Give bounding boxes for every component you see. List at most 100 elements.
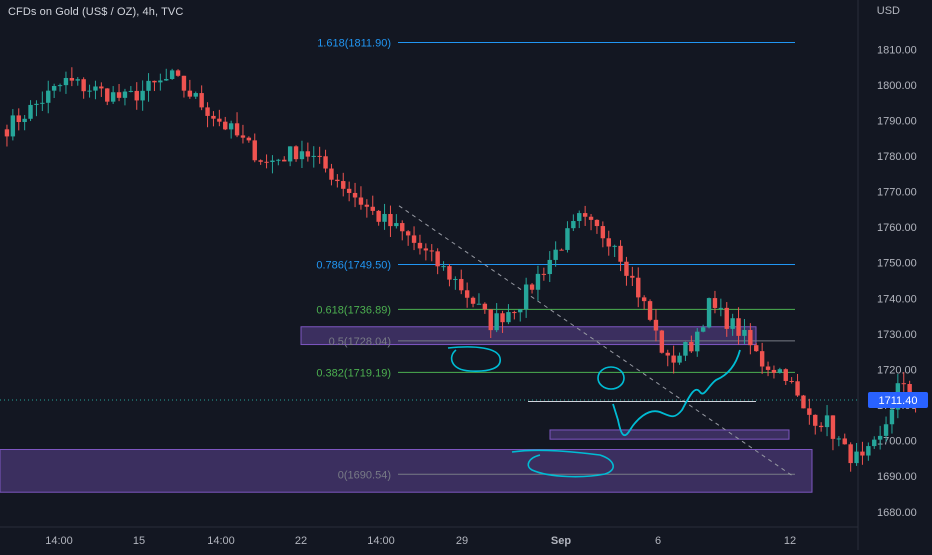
candle-up — [158, 80, 163, 83]
candle-down — [335, 179, 340, 182]
candle-up — [46, 90, 51, 103]
candle-up — [51, 85, 57, 91]
x-tick-label: 15 — [133, 535, 145, 547]
candle-down — [594, 219, 600, 227]
fib-label: 0.618(1736.89) — [316, 304, 391, 316]
candle-down — [907, 384, 912, 397]
candle-down — [636, 277, 641, 298]
candle-down — [860, 451, 865, 456]
candle-up — [547, 259, 552, 275]
candle-down — [352, 192, 358, 198]
candle-down — [4, 129, 10, 137]
candle-down — [712, 298, 718, 308]
candle-down — [199, 93, 204, 108]
y-tick-label: 1720.00 — [877, 364, 917, 376]
candle-down — [175, 70, 181, 76]
candle-down — [671, 355, 676, 363]
x-tick-label: Sep — [551, 535, 571, 547]
candle-down — [376, 210, 381, 222]
x-tick-label: 12 — [784, 535, 796, 547]
candle-down — [482, 303, 488, 310]
candle-down — [282, 159, 287, 162]
fib-label: 1.618(1811.90) — [317, 37, 391, 49]
currency-label: USD — [876, 5, 900, 17]
circle-annotation — [597, 366, 625, 390]
candle-up — [146, 80, 151, 91]
candle-down — [600, 226, 606, 239]
y-tick-label: 1790.00 — [877, 115, 917, 127]
y-tick-label: 1810.00 — [877, 44, 917, 56]
candle-down — [818, 425, 824, 428]
candle-down — [264, 161, 269, 163]
candle-up — [110, 92, 116, 102]
candle-up — [535, 273, 541, 290]
candle-down — [246, 137, 252, 141]
candle-down — [323, 156, 328, 169]
candle-up — [75, 79, 80, 81]
candle-down — [724, 307, 729, 329]
candle-up — [311, 155, 316, 157]
candle-down — [435, 251, 440, 267]
candle-down — [624, 261, 629, 276]
y-tick-label: 1700.00 — [877, 436, 917, 448]
candle-up — [877, 435, 883, 440]
candle-down — [647, 301, 653, 320]
candle-down — [665, 352, 670, 356]
candle-up — [476, 303, 482, 305]
candle-down — [152, 80, 157, 83]
candle-down — [582, 213, 588, 217]
candle-up — [506, 312, 511, 323]
y-tick-label: 1760.00 — [877, 222, 917, 234]
candle-down — [370, 206, 375, 211]
candle-down — [659, 330, 665, 353]
candle-down — [364, 204, 370, 207]
candle-down — [789, 380, 794, 382]
candle-up — [28, 104, 33, 119]
candle-down — [81, 79, 86, 92]
candle-down — [842, 438, 847, 445]
candle-down — [830, 415, 836, 439]
candle-down — [116, 92, 122, 98]
candle-down — [559, 249, 564, 251]
candle-up — [872, 439, 877, 447]
candle-down — [500, 313, 505, 323]
x-tick-label: 6 — [655, 535, 661, 547]
candle-up — [577, 213, 582, 222]
candle-down — [459, 278, 464, 291]
candle-up — [553, 249, 558, 260]
candle-down — [529, 284, 535, 290]
candle-down — [748, 329, 753, 346]
candle-up — [10, 115, 16, 137]
candle-up — [394, 223, 399, 227]
candle-down — [765, 366, 771, 370]
fib-label: 0(1690.54) — [338, 469, 391, 481]
candle-down — [795, 381, 800, 396]
candle-up — [889, 409, 895, 425]
circle-annotation — [447, 346, 501, 372]
candle-down — [105, 88, 110, 102]
y-tick-label: 1770.00 — [877, 187, 917, 199]
candle-down — [512, 312, 517, 314]
candle-up — [441, 266, 446, 268]
candle-down — [754, 345, 759, 352]
candle-up — [193, 93, 198, 97]
candle-up — [287, 146, 293, 162]
candle-down — [783, 369, 788, 381]
candle-down — [541, 273, 547, 275]
candle-up — [695, 331, 700, 352]
candle-down — [901, 383, 906, 385]
y-tick-label: 1750.00 — [877, 258, 917, 270]
candle-up — [854, 451, 859, 464]
candle-down — [305, 151, 311, 157]
candle-up — [122, 91, 128, 98]
projection-path — [612, 349, 741, 437]
candle-down — [423, 248, 429, 251]
y-tick-label: 1690.00 — [877, 471, 917, 483]
candle-down — [488, 309, 493, 331]
candle-down — [69, 77, 75, 81]
candle-down — [99, 86, 104, 89]
x-tick-label: 29 — [456, 535, 468, 547]
candle-down — [252, 140, 257, 161]
